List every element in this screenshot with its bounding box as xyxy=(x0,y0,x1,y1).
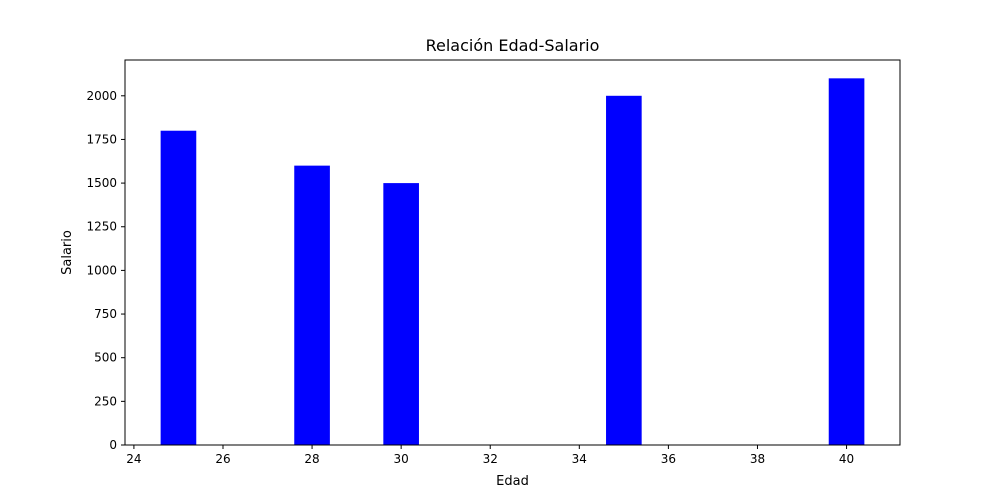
x-tick-label-40: 40 xyxy=(839,452,854,466)
x-axis-ticks: 24 26 28 30 32 34 36 38 40 xyxy=(126,445,854,466)
y-tick-label-1000: 1000 xyxy=(86,263,117,277)
x-tick-label-38: 38 xyxy=(750,452,765,466)
y-tick-label-1750: 1750 xyxy=(86,132,117,146)
x-tick-label-36: 36 xyxy=(661,452,676,466)
x-tick-label-28: 28 xyxy=(304,452,319,466)
x-tick-label-26: 26 xyxy=(215,452,230,466)
bar-25 xyxy=(160,130,197,445)
bars-group xyxy=(160,78,865,446)
y-tick-label-2000: 2000 xyxy=(86,89,117,103)
y-tick-label-250: 250 xyxy=(94,394,117,408)
y-tick-label-1250: 1250 xyxy=(86,220,117,234)
y-axis-ticks: 0 250 500 750 1000 1250 1500 1750 2000 xyxy=(86,89,125,452)
x-tick-label-32: 32 xyxy=(483,452,498,466)
plot-area-frame xyxy=(124,59,901,446)
y-tick-label-1500: 1500 xyxy=(86,176,117,190)
y-tick-label-500: 500 xyxy=(94,351,117,365)
bar-35 xyxy=(606,95,642,446)
x-axis-label: Edad xyxy=(496,474,529,489)
x-tick-label-30: 30 xyxy=(394,452,409,466)
y-tick-label-750: 750 xyxy=(94,307,117,321)
bar-28 xyxy=(294,165,330,445)
bar-30 xyxy=(383,183,419,445)
y-tick-label-0: 0 xyxy=(109,438,117,452)
x-tick-label-34: 34 xyxy=(572,452,587,466)
x-tick-label-24: 24 xyxy=(126,452,141,466)
chart-title: Relación Edad-Salario xyxy=(426,36,600,55)
bar-40 xyxy=(828,78,865,445)
y-axis-label: Salario xyxy=(60,230,75,275)
